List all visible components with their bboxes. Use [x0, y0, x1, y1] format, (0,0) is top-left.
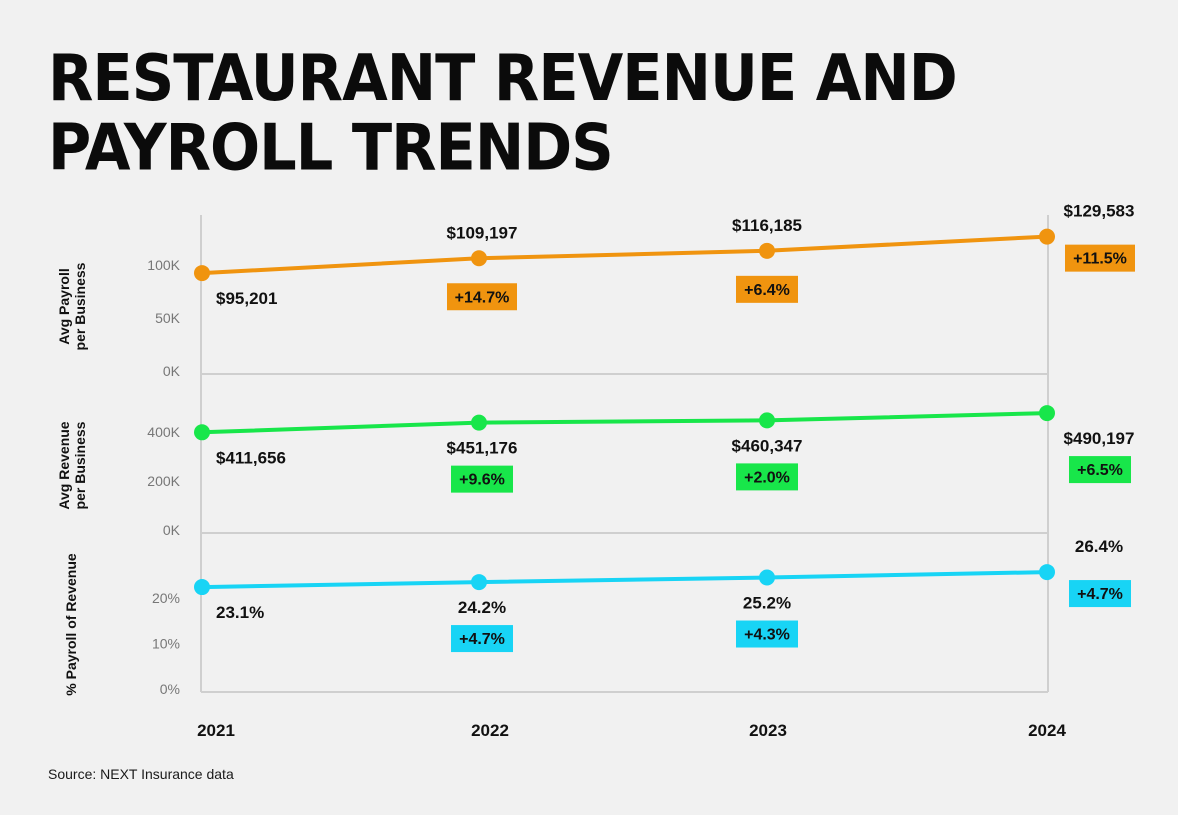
revenue-value-label-2022: $451,176	[447, 439, 518, 458]
percent-y-tick-label: 10%	[152, 636, 180, 652]
percent-change-badge-2022	[451, 625, 513, 653]
payroll-series-line	[200, 234, 1049, 276]
percent-value-label-2022: 24.2%	[458, 598, 506, 617]
revenue-series-line	[200, 411, 1049, 435]
revenue-point-2023	[759, 412, 775, 429]
revenue-change-badge-2022	[451, 465, 513, 493]
payroll-y-tick-label: 50K	[155, 310, 181, 326]
percent-point-2024	[1039, 564, 1055, 581]
x-tick-label-2024: 2024	[1028, 721, 1066, 740]
title-line-2: PAYROLL TRENDS	[48, 109, 614, 185]
x-tick-label-2023: 2023	[749, 721, 787, 740]
x-tick-label-2022: 2022	[471, 721, 509, 740]
revenue-y-tick-label: 0K	[163, 522, 181, 538]
percent-change-label-2023: +4.3%	[744, 627, 790, 644]
payroll-change-label-2023: +6.4%	[744, 282, 790, 299]
payroll-y-axis-title: Avg Payroll	[56, 268, 72, 345]
payroll-value-label-2021: $95,201	[216, 289, 277, 308]
percent-value-label-2023: 25.2%	[743, 594, 791, 613]
payroll-point-2023	[759, 242, 775, 259]
revenue-change-label-2024: +6.5%	[1077, 462, 1123, 479]
revenue-change-badge-2023	[736, 463, 798, 491]
revenue-point-2022	[471, 414, 487, 431]
payroll-change-label-2022: +14.7%	[455, 289, 510, 306]
payroll-y-tick-label: 0K	[163, 363, 181, 379]
percent-point-2023	[759, 569, 775, 586]
title-line-1: RESTAURANT REVENUE AND	[48, 40, 958, 116]
payroll-change-badge-2022	[447, 283, 517, 311]
payroll-value-label-2022: $109,197	[447, 223, 518, 242]
percent-change-badge-2023	[736, 620, 798, 648]
revenue-value-label-2021: $411,656	[216, 448, 286, 467]
revenue-change-label-2023: +2.0%	[744, 469, 790, 486]
payroll-y-axis-title: per Business	[72, 262, 88, 350]
source-note: Source: NEXT Insurance data	[48, 766, 234, 782]
payroll-change-label-2024: +11.5%	[1073, 251, 1127, 268]
revenue-value-label-2023: $460,347	[732, 436, 803, 455]
payroll-change-badge-2023	[736, 275, 798, 303]
payroll-point-2024	[1039, 228, 1055, 245]
payroll-y-tick-label: 100K	[147, 257, 180, 273]
percent-change-label-2024: +4.7%	[1077, 586, 1123, 603]
revenue-y-axis-title: Avg Revenue	[56, 421, 72, 509]
payroll-point-2021	[194, 265, 210, 282]
percent-value-label-2021: 23.1%	[216, 603, 264, 622]
revenue-y-tick-label: 400K	[147, 424, 180, 440]
payroll-point-2022	[471, 250, 487, 267]
percent-point-2021	[194, 579, 210, 596]
payroll-change-badge-2024	[1065, 244, 1135, 272]
revenue-value-label-2024: $490,197	[1064, 429, 1135, 448]
payroll-value-label-2023: $116,185	[732, 216, 802, 235]
percent-change-badge-2024	[1069, 580, 1131, 608]
percent-series-line	[200, 570, 1049, 590]
revenue-y-tick-label: 200K	[147, 473, 180, 489]
percent-y-axis-title: % Payroll of Revenue	[63, 553, 79, 696]
revenue-point-2024	[1039, 405, 1055, 422]
x-tick-label-2021: 2021	[197, 721, 235, 740]
percent-y-tick-label: 0%	[160, 681, 180, 697]
percent-y-tick-label: 20%	[152, 590, 180, 606]
percent-value-label-2024: 26.4%	[1075, 537, 1123, 556]
revenue-change-badge-2024	[1069, 456, 1131, 484]
percent-change-label-2022: +4.7%	[459, 631, 505, 648]
revenue-y-axis-title: per Business	[72, 421, 88, 509]
percent-point-2022	[471, 574, 487, 591]
revenue-point-2021	[194, 424, 210, 441]
chart-title: RESTAURANT REVENUE AND PAYROLL TRENDS	[48, 40, 1048, 185]
payroll-value-label-2024: $129,583	[1064, 202, 1135, 221]
revenue-change-label-2022: +9.6%	[459, 472, 505, 489]
